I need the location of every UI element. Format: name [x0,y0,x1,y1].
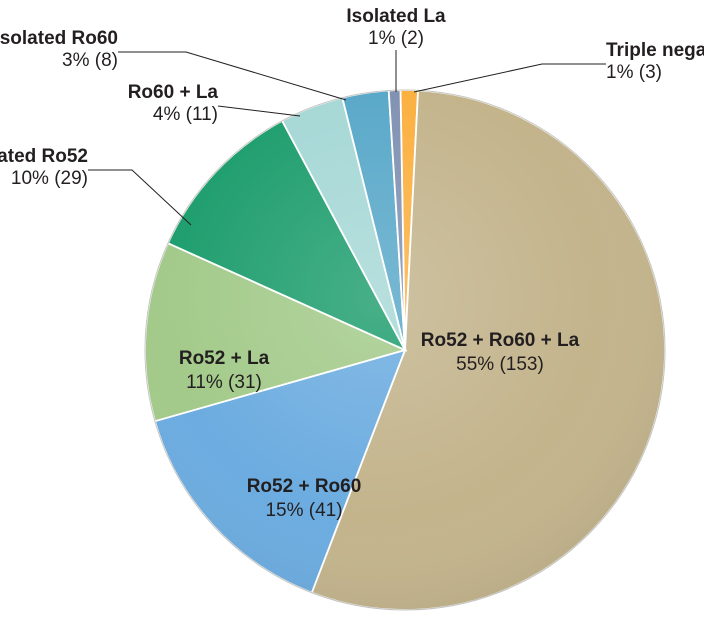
slice-label-title: Ro52 + Ro60 [247,476,362,497]
slice-label-title: Triple negative [606,40,704,61]
slice-label-title: Isolated Ro52 [0,146,88,167]
slice-label-sub: 3% (8) [62,50,118,71]
slice-label-title: Ro60 + La [128,82,219,103]
slice-label-sub: 11% (31) [186,372,262,393]
pie-chart: Triple negative1% (3) Ro52 + Ro60 + La 55%… [0,0,704,625]
slice-label-sub: 4% (11) [153,104,218,125]
slice-label-title: Ro52 + La [179,348,270,369]
slice-label-sub: 15% (41) [265,500,342,521]
slice-label-title: Isolated Ro60 [0,28,118,49]
slice-label-sub: 1% (2) [368,28,424,49]
slice-label-sub: 1% (3) [606,62,662,83]
slice-label-sub: 55% (153) [456,354,544,375]
slice-label-title: Ro52 + Ro60 + La [421,330,580,351]
slice-label-sub: 10% (29) [11,168,88,189]
slice-label-title: Isolated La [346,6,446,27]
